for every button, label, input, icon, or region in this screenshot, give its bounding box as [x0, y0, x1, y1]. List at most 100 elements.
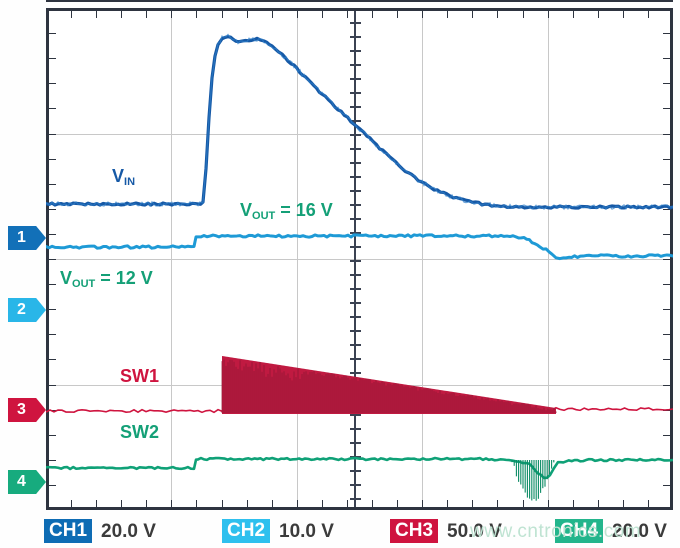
axis-tick	[49, 33, 56, 34]
cursor-tick	[350, 274, 361, 276]
waveform-label-subscript: OUT	[72, 278, 95, 290]
axis-tick	[96, 500, 97, 507]
axis-tick	[663, 460, 670, 461]
axis-tick	[347, 11, 348, 18]
axis-tick	[222, 11, 223, 18]
axis-tick	[663, 83, 670, 84]
axis-tick	[372, 500, 373, 507]
plot-top-axis	[46, 8, 673, 11]
readout-ch2[interactable]: CH2 10.0 V	[222, 519, 334, 543]
axis-tick	[322, 11, 323, 18]
readout-value-ch1: 20.0 V	[101, 521, 156, 542]
axis-tick	[497, 500, 498, 507]
axis-tick	[397, 500, 398, 507]
channel-marker-4[interactable]: 4	[8, 470, 46, 494]
cursor-tick	[350, 372, 361, 374]
waveform-label-main: V	[112, 166, 124, 186]
channel-marker-3[interactable]: 3	[8, 398, 46, 422]
axis-tick	[49, 485, 56, 486]
readout-badge-ch1[interactable]: CH1	[44, 519, 92, 543]
axis-tick	[397, 11, 398, 18]
channel-marker-2[interactable]: 2	[8, 298, 46, 322]
axis-tick	[663, 485, 670, 486]
axis-tick	[447, 500, 448, 507]
axis-tick	[548, 11, 549, 18]
channel-marker-label: 4	[17, 473, 26, 491]
axis-tick	[272, 11, 273, 18]
axis-tick	[196, 11, 197, 18]
axis-tick	[49, 435, 56, 436]
waveform-label-suffix: = 16 V	[275, 200, 333, 220]
cursor-line[interactable]	[354, 11, 356, 507]
cursor-tick	[350, 316, 361, 318]
axis-tick	[196, 500, 197, 507]
readout-badge-ch3[interactable]: CH3	[390, 519, 438, 543]
axis-tick	[49, 134, 56, 135]
cursor-tick	[350, 330, 361, 332]
axis-tick	[548, 500, 549, 507]
axis-tick	[523, 500, 524, 507]
axis-tick	[49, 460, 56, 461]
cursor-tick	[350, 498, 361, 500]
axis-tick	[663, 108, 670, 109]
cursor-tick	[350, 218, 361, 220]
axis-tick	[648, 11, 649, 18]
axis-tick	[663, 159, 670, 160]
axis-tick	[322, 500, 323, 507]
axis-tick	[49, 184, 56, 185]
cursor-tick	[350, 162, 361, 164]
axis-tick	[49, 83, 56, 84]
channel-marker-1[interactable]: 1	[8, 226, 46, 250]
axis-tick	[598, 500, 599, 507]
axis-tick	[272, 500, 273, 507]
axis-tick	[49, 58, 56, 59]
axis-tick	[171, 500, 172, 507]
axis-tick	[573, 500, 574, 507]
axis-tick	[49, 234, 56, 235]
cursor-tick	[350, 358, 361, 360]
cursor-tick	[350, 428, 361, 430]
waveform-label-subscript: IN	[124, 176, 135, 188]
waveform-label-main: V	[240, 200, 252, 220]
axis-tick	[49, 209, 56, 210]
axis-tick	[247, 11, 248, 18]
axis-tick	[623, 11, 624, 18]
cursor-tick	[350, 148, 361, 150]
waveform-label-main: SW2	[120, 422, 159, 442]
channel-marker-label: 3	[17, 401, 26, 419]
cursor-tick	[350, 106, 361, 108]
watermark-text: www.cntronics.com	[470, 521, 641, 543]
axis-tick	[623, 500, 624, 507]
axis-tick	[663, 209, 670, 210]
axis-tick	[472, 500, 473, 507]
axis-tick	[297, 11, 298, 18]
cursor-tick	[350, 344, 361, 346]
waveform-label-vout-12v: VOUT = 12 V	[60, 268, 153, 289]
axis-tick	[598, 11, 599, 18]
cursor-tick	[350, 400, 361, 402]
axis-tick	[663, 58, 670, 59]
cursor-tick	[350, 386, 361, 388]
cursor-tick	[350, 36, 361, 38]
cursor-tick	[350, 414, 361, 416]
cursor-tick	[350, 260, 361, 262]
axis-tick	[648, 500, 649, 507]
axis-tick	[523, 11, 524, 18]
axis-tick	[663, 435, 670, 436]
channel-marker-label: 1	[17, 229, 26, 247]
axis-tick	[573, 11, 574, 18]
axis-tick	[422, 11, 423, 18]
axis-tick	[121, 500, 122, 507]
cursor-tick	[350, 50, 361, 52]
axis-tick	[49, 385, 56, 386]
readout-badge-ch2[interactable]: CH2	[222, 519, 270, 543]
axis-tick	[472, 11, 473, 18]
cursor-tick	[350, 204, 361, 206]
cursor-tick	[350, 232, 361, 234]
cursor-tick	[350, 64, 361, 66]
readout-ch1[interactable]: CH1 20.0 V	[44, 519, 156, 543]
axis-tick	[497, 11, 498, 18]
cursor-tick	[350, 302, 361, 304]
cursor-tick	[350, 22, 361, 24]
axis-tick	[49, 309, 56, 310]
